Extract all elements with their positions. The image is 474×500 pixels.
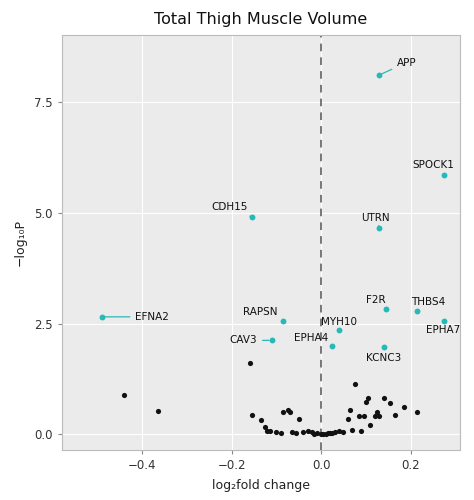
Point [326,429,334,437]
Point [154,408,162,416]
Point [295,416,302,424]
Point [288,428,296,436]
Point [331,428,338,436]
Point [380,343,388,351]
Point [360,412,367,420]
Point [120,392,128,400]
Point [335,326,343,334]
Point [273,428,280,436]
Point [286,408,293,416]
Point [400,402,408,410]
Point [356,412,363,420]
Point [373,408,381,416]
Point [351,380,358,388]
Text: KCNC3: KCNC3 [366,347,401,363]
Point [375,224,383,232]
Point [382,306,390,314]
Point [300,428,307,436]
Point [348,426,356,434]
Point [309,428,316,436]
Point [279,318,287,326]
Point [440,171,448,179]
Point [375,412,383,420]
Text: F2R: F2R [366,296,386,310]
Point [371,412,379,420]
Point [413,408,421,416]
Text: APP: APP [382,58,417,74]
Text: EPHA4: EPHA4 [294,332,332,345]
Point [304,428,311,436]
Point [313,429,320,437]
Point [264,428,271,436]
Text: MYH10: MYH10 [321,317,357,330]
Point [246,358,253,366]
Point [257,416,264,424]
Point [340,428,347,436]
Point [319,430,327,438]
Point [346,406,354,414]
Point [335,428,343,436]
Point [362,398,370,406]
Point [310,430,318,438]
Point [375,71,383,79]
X-axis label: log₂fold change: log₂fold change [212,479,310,492]
Point [328,429,336,437]
Text: THBS4: THBS4 [410,297,445,311]
Point [261,423,269,431]
Title: Total Thigh Muscle Volume: Total Thigh Muscle Volume [154,12,367,27]
Text: CAV3: CAV3 [229,336,269,345]
Point [98,313,106,321]
Point [293,428,301,436]
Point [317,430,325,438]
Point [365,394,372,402]
Point [268,336,276,344]
Point [266,427,273,435]
Point [279,408,287,416]
Point [277,428,284,436]
Point [248,411,255,419]
Point [380,394,388,402]
Text: RAPSN: RAPSN [243,308,283,322]
Point [328,342,336,349]
Point [387,400,394,407]
Point [322,430,329,438]
Point [391,411,399,419]
Point [284,406,292,414]
Point [357,427,365,435]
Y-axis label: −log₁₀P: −log₁₀P [14,219,27,266]
Text: EFNA2: EFNA2 [105,312,169,322]
Point [248,213,255,221]
Point [366,421,374,429]
Point [413,307,421,315]
Point [344,416,352,424]
Text: CDH15: CDH15 [211,202,252,217]
Point [440,318,448,326]
Text: SPOCK1: SPOCK1 [413,160,455,175]
Text: EPHA7: EPHA7 [426,322,460,335]
Point [324,428,332,436]
Text: UTRN: UTRN [361,213,390,228]
